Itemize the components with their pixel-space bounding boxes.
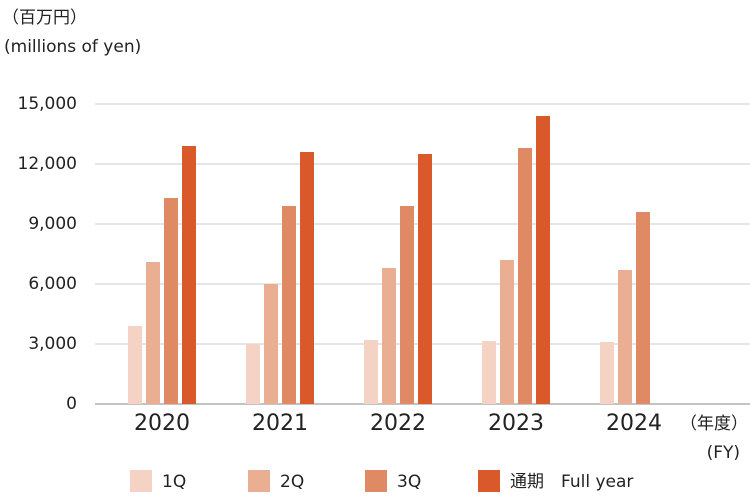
bar (600, 342, 614, 404)
x-tick-label: 2020 (134, 411, 190, 436)
legend-label: 2Q (280, 472, 304, 492)
bar (246, 344, 260, 404)
bar (128, 326, 142, 404)
bar (500, 260, 514, 404)
legend-swatch (478, 470, 500, 492)
bar (364, 340, 378, 404)
bar (618, 270, 632, 404)
y-tick-label: 0 (66, 394, 77, 414)
x-unit-en: (FY) (707, 443, 740, 463)
y-tick-label: 9,000 (28, 214, 77, 234)
bar (300, 152, 314, 404)
bar (536, 116, 550, 404)
legend-swatch (365, 470, 387, 492)
bar (518, 148, 532, 404)
bar (146, 262, 160, 404)
legend-label: 1Q (162, 472, 186, 492)
legend-label: 3Q (397, 472, 421, 492)
x-tick-label: 2022 (370, 411, 426, 436)
y-tick-label: 12,000 (18, 154, 77, 174)
bar (282, 206, 296, 404)
y-unit-ja: （百万円） (2, 8, 87, 28)
bar (482, 341, 496, 404)
bar (164, 198, 178, 404)
bar (418, 154, 432, 404)
x-tick-label: 2024 (606, 411, 662, 436)
x-unit-ja: （年度） (680, 414, 748, 434)
bar (264, 284, 278, 404)
legend-swatch (248, 470, 270, 492)
bar (182, 146, 196, 404)
legend-label: 通期 Full year (510, 472, 633, 492)
x-tick-label: 2023 (488, 411, 544, 436)
y-tick-label: 6,000 (28, 274, 77, 294)
y-tick-label: 3,000 (28, 334, 77, 354)
legend-swatch (130, 470, 152, 492)
bar (382, 268, 396, 404)
y-tick-label: 15,000 (18, 94, 77, 114)
x-tick-label: 2021 (252, 411, 308, 436)
bar (400, 206, 414, 404)
y-unit-en: (millions of yen) (4, 37, 141, 57)
bar (636, 212, 650, 404)
